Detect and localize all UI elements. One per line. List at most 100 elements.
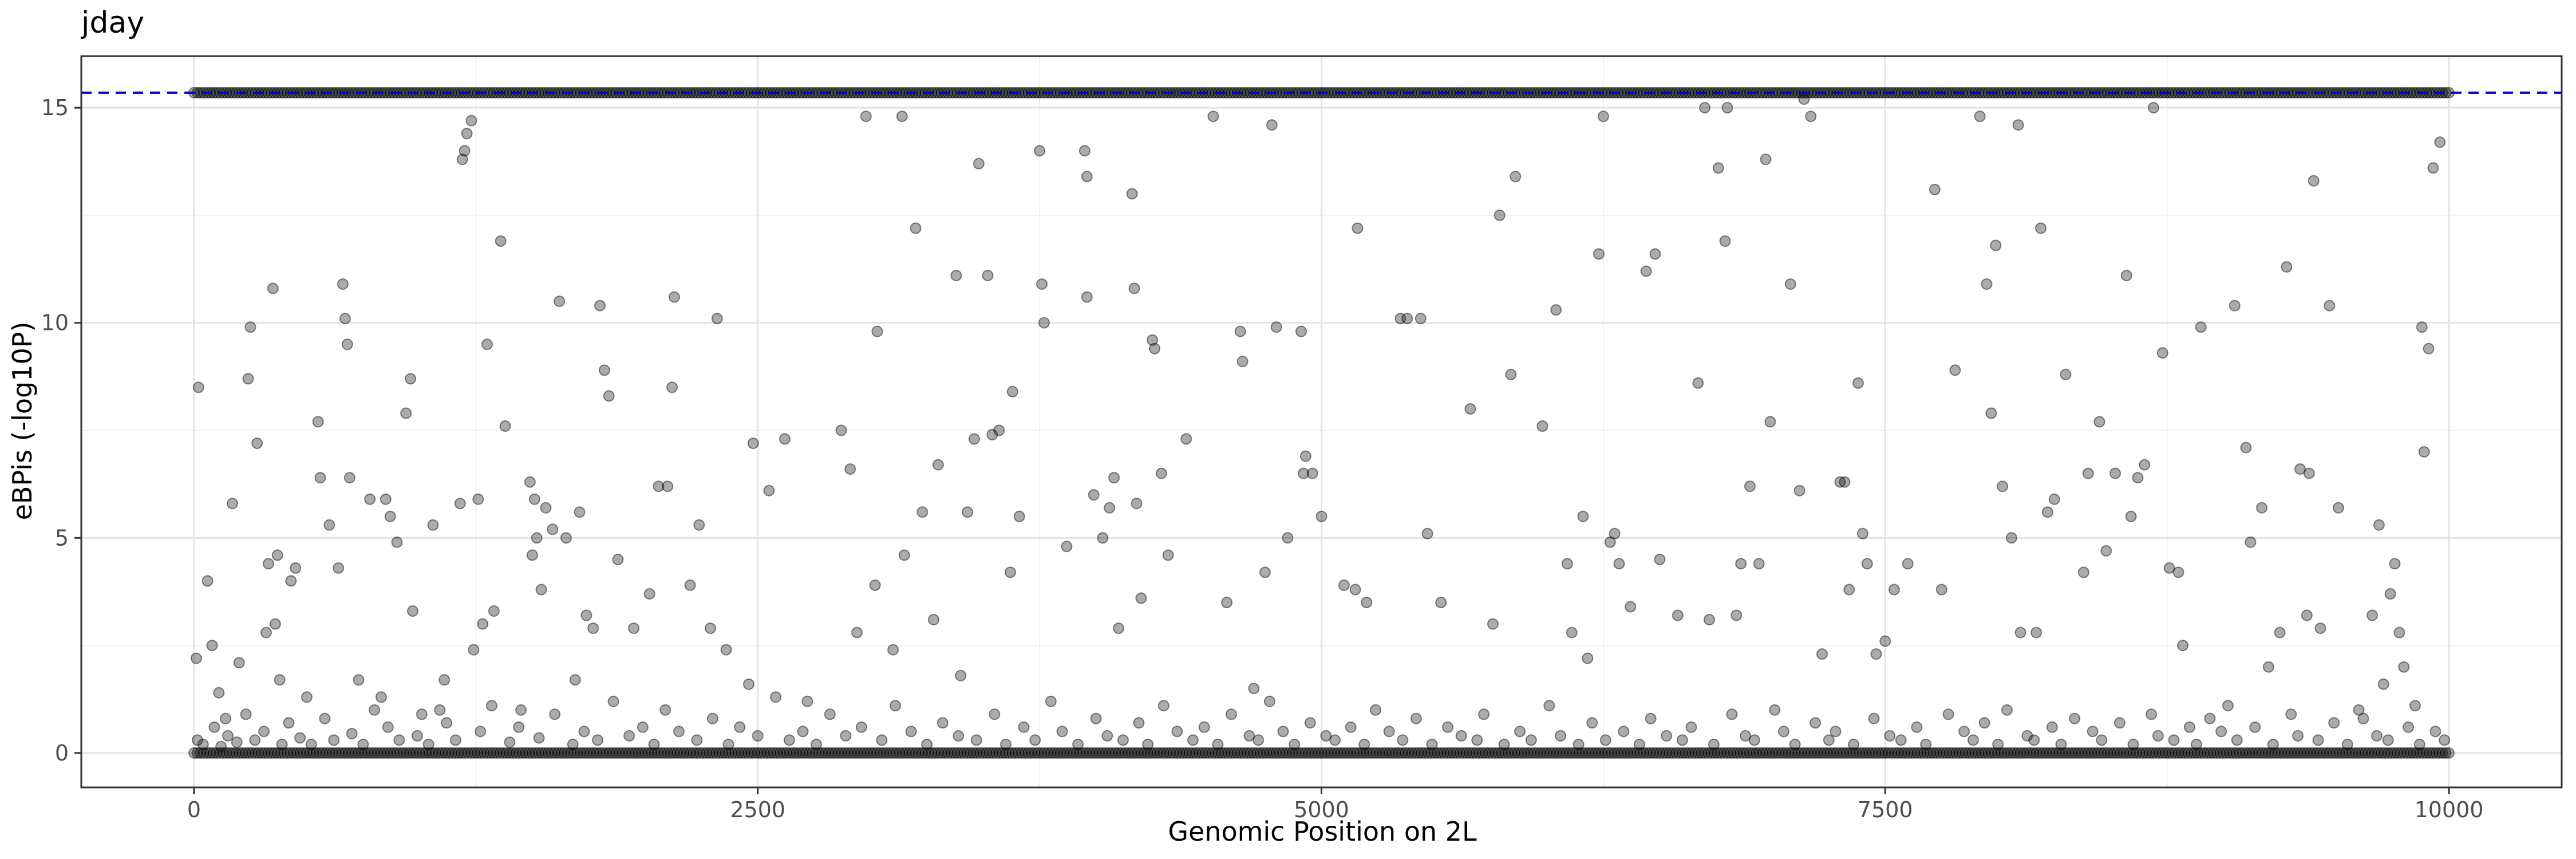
- baseline-point: [613, 747, 625, 759]
- data-point: [2398, 661, 2410, 673]
- data-point: [603, 390, 615, 402]
- data-point: [2256, 502, 2268, 514]
- data-point: [1721, 102, 1733, 114]
- data-point: [242, 373, 254, 385]
- data-point: [1270, 321, 1282, 333]
- baseline-point: [1048, 747, 1060, 759]
- data-point: [1784, 278, 1796, 290]
- baseline-point: [1535, 747, 1547, 759]
- baseline-point: [878, 747, 890, 759]
- data-point: [1225, 708, 1237, 720]
- baseline-point: [678, 747, 690, 759]
- baseline-point: [1628, 747, 1640, 759]
- baseline-point: [1631, 747, 1643, 759]
- baseline-point: [1074, 747, 1086, 759]
- baseline-point: [1776, 747, 1788, 759]
- data-point: [547, 523, 559, 535]
- data-point: [898, 549, 910, 561]
- x-tick-label: 5000: [1294, 797, 1349, 822]
- data-point: [855, 721, 867, 733]
- baseline-point: [1296, 747, 1308, 759]
- data-point: [1514, 726, 1526, 738]
- baseline-point: [359, 747, 371, 759]
- data-point: [669, 291, 680, 303]
- baseline-point: [1931, 747, 1943, 759]
- data-point: [477, 618, 489, 630]
- baseline-point: [481, 747, 493, 759]
- baseline-point: [2349, 747, 2361, 759]
- data-point: [1735, 558, 1747, 570]
- baseline-point: [1235, 747, 1247, 759]
- data-point: [454, 498, 466, 510]
- baseline-point: [617, 747, 629, 759]
- baseline-point: [1808, 747, 1820, 759]
- data-point: [1997, 480, 2009, 492]
- data-point: [1370, 704, 1381, 716]
- baseline-point: [1035, 747, 1047, 759]
- data-point: [1212, 738, 1224, 750]
- baseline-point: [1141, 747, 1153, 759]
- baseline-point: [298, 747, 310, 759]
- baseline-point: [2066, 747, 2078, 759]
- baseline-point: [829, 747, 841, 759]
- data-point: [2077, 566, 2089, 578]
- baseline-point: [1380, 747, 1392, 759]
- data-point: [734, 721, 746, 733]
- data-point: [824, 708, 836, 720]
- baseline-point: [211, 747, 223, 759]
- baseline-point: [813, 747, 825, 759]
- data-point: [364, 493, 376, 505]
- data-point: [2021, 730, 2033, 742]
- data-point: [1289, 738, 1301, 750]
- baseline-point: [906, 747, 918, 759]
- data-point: [1609, 527, 1621, 539]
- baseline-point: [388, 747, 400, 759]
- data-point: [2028, 734, 2040, 746]
- data-point: [226, 498, 238, 510]
- baseline-point: [826, 747, 838, 759]
- baseline-point: [1779, 747, 1791, 759]
- data-point: [1108, 472, 1120, 484]
- baseline-point: [2353, 747, 2365, 759]
- baseline-point: [1367, 747, 1379, 759]
- baseline-point: [1473, 747, 1485, 759]
- baseline-point: [436, 747, 448, 759]
- data-point: [2041, 506, 2053, 518]
- baseline-point: [1934, 747, 1946, 759]
- baseline-point: [2147, 747, 2159, 759]
- baseline-point: [1927, 747, 1939, 759]
- baseline-point: [1995, 747, 2007, 759]
- baseline-point: [2269, 747, 2281, 759]
- baseline-point: [2275, 747, 2287, 759]
- data-point: [1929, 183, 1941, 195]
- baseline-point: [1155, 747, 1167, 759]
- data-point: [206, 640, 218, 652]
- baseline-point: [562, 747, 574, 759]
- baseline-point: [433, 747, 445, 759]
- data-point: [1056, 726, 1068, 738]
- data-point: [1949, 364, 1961, 376]
- baseline-point: [639, 747, 651, 759]
- baseline-point: [1003, 747, 1015, 759]
- data-point: [1455, 730, 1467, 742]
- baseline-point: [233, 747, 245, 759]
- data-point: [1699, 102, 1711, 114]
- data-point: [1985, 407, 1997, 419]
- baseline-point: [1892, 747, 1904, 759]
- data-point: [871, 325, 883, 337]
- data-point: [1248, 683, 1260, 695]
- baseline-point: [2060, 747, 2072, 759]
- baseline-point: [207, 747, 219, 759]
- data-point: [993, 424, 1005, 436]
- data-point: [2152, 730, 2164, 742]
- baseline-point: [1312, 747, 1324, 759]
- data-point: [1958, 726, 1970, 738]
- baseline-point: [1345, 747, 1357, 759]
- baseline-point: [1016, 747, 1028, 759]
- data-point: [2285, 708, 2297, 720]
- data-point: [2377, 678, 2389, 690]
- data-point: [1704, 614, 1715, 625]
- baseline-point: [1348, 747, 1360, 759]
- baseline-point: [2040, 747, 2052, 759]
- baseline-point: [2140, 747, 2152, 759]
